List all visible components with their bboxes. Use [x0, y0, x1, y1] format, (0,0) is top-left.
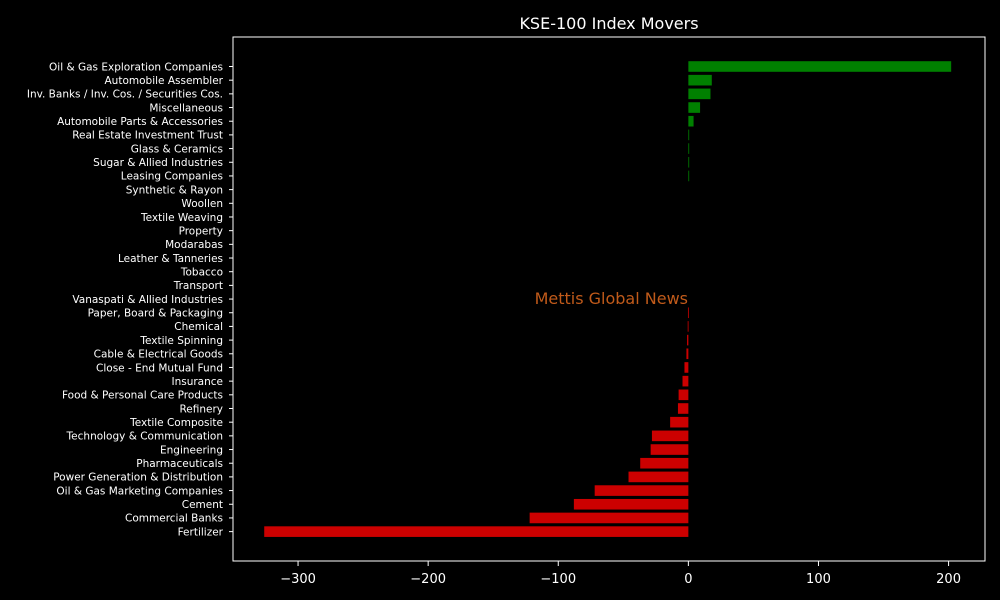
x-tick-label: −300 — [280, 572, 316, 587]
x-tick-label: 200 — [936, 572, 961, 587]
category-label: Textile Composite — [129, 417, 223, 429]
bar — [264, 526, 689, 537]
category-label: Tobacco — [180, 267, 223, 279]
category-labels-group: Oil & Gas Exploration Companies Automobil… — [27, 61, 233, 538]
bar — [688, 61, 952, 72]
category-label: Leasing Companies — [121, 171, 223, 183]
category-label: Close - End Mutual Fund — [96, 362, 223, 374]
bar — [594, 485, 689, 496]
bar — [688, 102, 701, 113]
category-label: Automobile Assembler — [105, 75, 224, 87]
category-label: Miscellaneous — [149, 102, 223, 114]
bar — [684, 362, 689, 373]
bar — [650, 444, 689, 455]
bar — [682, 375, 689, 387]
category-label: Technology & Communication — [66, 431, 223, 443]
bar — [529, 512, 689, 524]
bar — [678, 389, 689, 401]
category-label: Modarabas — [165, 239, 223, 251]
bars-group — [264, 61, 952, 537]
category-label: Vanaspati & Allied Industries — [72, 294, 223, 306]
x-tick-label: −100 — [540, 572, 576, 587]
bar — [688, 88, 711, 100]
category-label: Inv. Banks / Inv. Cos. / Securities Cos. — [27, 89, 223, 101]
bar — [686, 348, 689, 360]
category-label: Synthetic & Rayon — [126, 184, 223, 196]
bar — [688, 115, 694, 127]
category-label: Automobile Parts & Accessories — [57, 116, 223, 128]
bar — [573, 498, 689, 510]
bar — [670, 416, 689, 428]
category-label: Transport — [173, 280, 223, 292]
bar — [640, 457, 689, 469]
category-label: Cable & Electrical Goods — [94, 349, 223, 361]
bar — [688, 143, 690, 154]
category-label: Engineering — [160, 444, 223, 456]
category-label: Food & Personal Care Products — [62, 390, 223, 402]
category-label: Oil & Gas Exploration Companies — [49, 61, 223, 73]
bar — [687, 307, 689, 319]
category-label: Woollen — [181, 198, 223, 210]
category-label: Textile Weaving — [140, 212, 223, 224]
category-label: Chemical — [174, 321, 223, 333]
bar — [628, 471, 689, 483]
category-label: Property — [179, 225, 223, 237]
category-label: Leather & Tanneries — [118, 253, 223, 265]
x-axis-group: −300 −200 −100 0 100 200 — [280, 561, 961, 587]
category-label: Power Generation & Distribution — [53, 472, 223, 484]
category-label: Textile Spinning — [139, 335, 223, 347]
x-tick-label: −200 — [410, 572, 446, 587]
bar — [677, 403, 689, 414]
bar — [688, 156, 690, 168]
category-label: Insurance — [171, 376, 223, 388]
bar — [688, 129, 690, 141]
category-label: Paper, Board & Packaging — [88, 308, 223, 320]
chart-title: KSE-100 Index Movers — [519, 14, 698, 33]
bar — [688, 74, 712, 86]
category-label: Glass & Ceramics — [131, 143, 223, 155]
watermark-text: Mettis Global News — [535, 289, 688, 308]
bar — [687, 334, 689, 346]
bar — [688, 170, 690, 182]
bar — [651, 430, 689, 442]
category-label: Cement — [182, 499, 223, 511]
category-label: Commercial Banks — [125, 513, 223, 525]
category-label: Real Estate Investment Trust — [72, 130, 223, 142]
bar — [687, 321, 689, 332]
category-label: Sugar & Allied Industries — [93, 157, 223, 169]
x-tick-label: 100 — [806, 572, 831, 587]
category-label: Refinery — [179, 403, 223, 415]
category-label: Fertilizer — [178, 526, 224, 538]
x-tick-label: 0 — [684, 572, 692, 587]
category-label: Pharmaceuticals — [136, 458, 223, 470]
category-label: Oil & Gas Marketing Companies — [56, 485, 223, 497]
